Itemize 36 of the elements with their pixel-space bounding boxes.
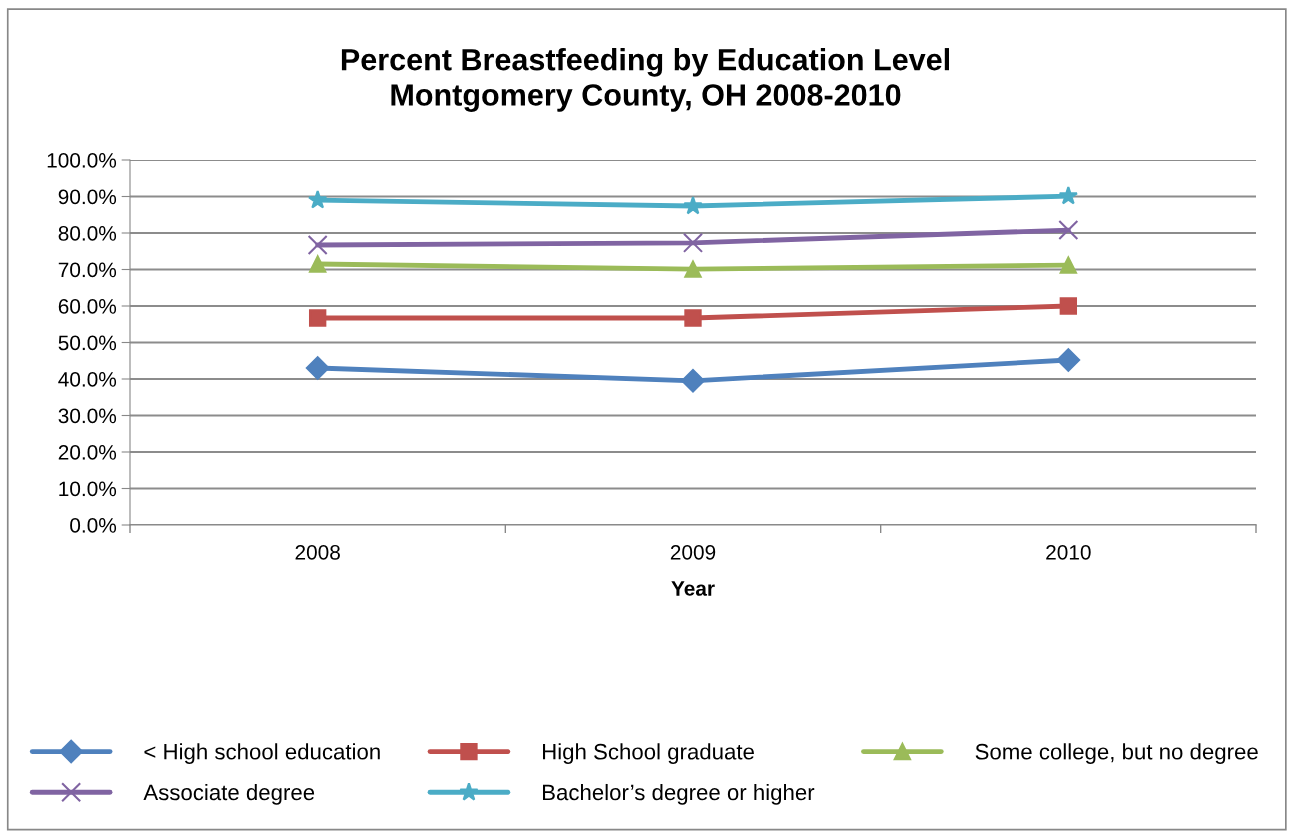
point <box>682 232 704 253</box>
y-tick-label: 10.0% <box>59 481 117 497</box>
y-tick-label: 100.0% <box>47 153 117 168</box>
point <box>1056 348 1081 372</box>
y-tick-label: 40.0% <box>58 372 117 387</box>
point <box>684 309 702 327</box>
point <box>681 368 705 393</box>
legend-label: Associate degree <box>143 783 315 805</box>
point <box>308 309 327 327</box>
x-tick-label: 2009 <box>670 544 716 560</box>
y-tick-label: 80.0% <box>58 226 117 241</box>
point <box>1058 220 1079 241</box>
chart-title: Percent Breastfeeding by Education Level Montgomery County, OH 2008-2010 <box>341 48 949 112</box>
point <box>307 234 328 256</box>
y-tick-label: 90.0% <box>58 189 117 205</box>
point <box>308 190 328 209</box>
x-axis-title: Year <box>671 581 715 596</box>
legend-label: < High school education <box>144 743 380 764</box>
y-tick-label: 70.0% <box>58 262 117 278</box>
point <box>1059 256 1078 274</box>
point <box>308 255 327 273</box>
point <box>1058 186 1078 205</box>
legend-label: Bachelor’s degree or higher <box>543 783 815 805</box>
legend-label: Some college, but no degree <box>975 743 1258 764</box>
x-tick-label: 2008 <box>295 544 340 560</box>
y-tick-label: 0.0% <box>70 518 117 533</box>
x-tick-label: 2010 <box>1046 544 1091 560</box>
y-tick-label: 30.0% <box>58 408 117 424</box>
y-tick-label: 60.0% <box>58 299 117 314</box>
point <box>305 356 330 380</box>
point <box>683 195 703 215</box>
y-tick-label: 20.0% <box>58 445 117 460</box>
y-tick-label: 50.0% <box>58 335 117 351</box>
point <box>1059 297 1078 315</box>
point <box>684 260 702 278</box>
legend-label: High School graduate <box>543 743 754 764</box>
